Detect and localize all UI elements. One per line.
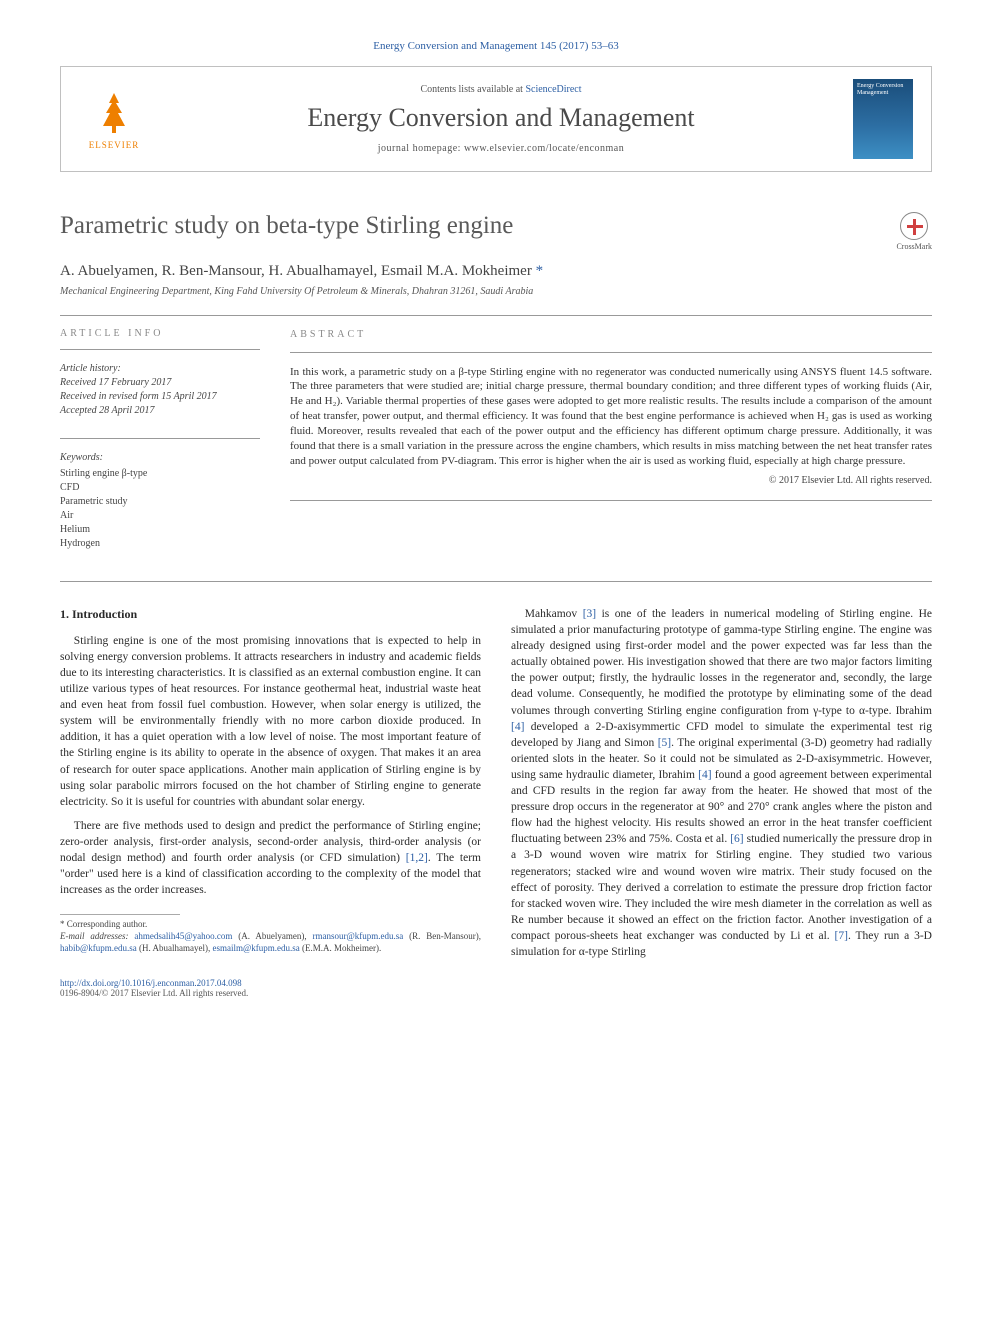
crossmark-label: CrossMark: [896, 242, 932, 251]
abstract-column: abstract In this work, a parametric stud…: [290, 328, 932, 551]
paragraph: Stirling engine is one of the most promi…: [60, 633, 481, 810]
citation-link[interactable]: [6]: [730, 833, 743, 845]
rights-line: 0196-8904/© 2017 Elsevier Ltd. All right…: [60, 988, 932, 998]
sciencedirect-link[interactable]: ScienceDirect: [525, 84, 581, 95]
keywords-head: Keywords:: [60, 451, 260, 465]
keyword: Hydrogen: [60, 537, 260, 551]
footnotes: * Corresponding author. E-mail addresses…: [60, 919, 481, 954]
homepage-prefix: journal homepage:: [378, 143, 464, 154]
contents-line: Contents lists available at ScienceDirec…: [169, 84, 833, 95]
corresponding-author-note: * Corresponding author.: [60, 919, 481, 931]
authors-line: A. Abuelyamen, R. Ben-Mansour, H. Abualh…: [60, 263, 932, 280]
publisher-logo: ELSEVIER: [79, 79, 149, 159]
journal-cover-thumbnail: Energy Conversion Management: [853, 79, 913, 159]
article-info-label: article info: [60, 328, 260, 339]
footnote-separator: [60, 914, 180, 915]
email-link[interactable]: habib@kfupm.edu.sa: [60, 943, 137, 953]
divider: [60, 349, 260, 350]
left-column: 1. Introduction Stirling engine is one o…: [60, 606, 481, 968]
abstract-label: abstract: [290, 328, 932, 342]
citation-link[interactable]: [1,2]: [406, 852, 428, 864]
cover-title: Energy Conversion Management: [857, 83, 909, 96]
section-heading: 1. Introduction: [60, 606, 481, 623]
accepted-date: Accepted 28 April 2017: [60, 404, 260, 418]
divider: [290, 500, 932, 501]
divider: [60, 581, 932, 582]
elsevier-tree-icon: [89, 88, 139, 138]
citation-link[interactable]: [4]: [511, 721, 524, 733]
text-run: (E.M.A. Mokheimer).: [300, 943, 381, 953]
corresponding-mark: *: [532, 263, 543, 279]
journal-reference: Energy Conversion and Management 145 (20…: [60, 40, 932, 52]
journal-name: Energy Conversion and Management: [169, 103, 833, 133]
email-link[interactable]: ahmedsalih45@yahoo.com: [134, 931, 232, 941]
citation-link[interactable]: [4]: [698, 769, 711, 781]
keyword: Stirling engine β-type: [60, 467, 260, 481]
journal-header: ELSEVIER Contents lists available at Sci…: [60, 66, 932, 172]
header-center: Contents lists available at ScienceDirec…: [169, 84, 833, 154]
abstract-copyright: © 2017 Elsevier Ltd. All rights reserved…: [290, 474, 932, 488]
history-head: Article history:: [60, 362, 260, 376]
divider: [60, 438, 260, 439]
revised-date: Received in revised form 15 April 2017: [60, 390, 260, 404]
text-run: (R. Ben-Mansour),: [403, 931, 481, 941]
paper-title: Parametric study on beta-type Stirling e…: [60, 212, 896, 240]
keyword: CFD: [60, 481, 260, 495]
paragraph: There are five methods used to design an…: [60, 818, 481, 898]
email-addresses: E-mail addresses: ahmedsalih45@yahoo.com…: [60, 931, 481, 954]
homepage-line: journal homepage: www.elsevier.com/locat…: [169, 143, 833, 154]
divider: [60, 315, 932, 316]
text-run: studied numerically the pressure drop in…: [511, 833, 932, 942]
text-run: (H. Abualhamayel),: [137, 943, 213, 953]
text-run: (A. Abuelyamen),: [232, 931, 312, 941]
citation-link[interactable]: [7]: [835, 930, 848, 942]
homepage-url[interactable]: www.elsevier.com/locate/enconman: [464, 143, 624, 154]
text-run: is one of the leaders in numerical model…: [511, 608, 932, 717]
text-run: Mahkamov: [525, 608, 583, 620]
divider: [290, 352, 932, 353]
contents-prefix: Contents lists available at: [420, 84, 525, 95]
email-link[interactable]: rmansour@kfupm.edu.sa: [312, 931, 403, 941]
citation-link[interactable]: [5]: [658, 737, 671, 749]
body-columns: 1. Introduction Stirling engine is one o…: [60, 606, 932, 968]
publisher-name: ELSEVIER: [89, 140, 140, 150]
email-link[interactable]: esmailm@kfupm.edu.sa: [213, 943, 300, 953]
keywords-block: Keywords: Stirling engine β-type CFD Par…: [60, 451, 260, 551]
article-history: Article history: Received 17 February 20…: [60, 362, 260, 418]
article-info-column: article info Article history: Received 1…: [60, 328, 260, 551]
keyword: Air: [60, 509, 260, 523]
keyword: Parametric study: [60, 495, 260, 509]
received-date: Received 17 February 2017: [60, 376, 260, 390]
authors-names: A. Abuelyamen, R. Ben-Mansour, H. Abualh…: [60, 263, 532, 279]
crossmark-badge[interactable]: CrossMark: [896, 212, 932, 251]
crossmark-icon: [900, 212, 928, 240]
paragraph: Mahkamov [3] is one of the leaders in nu…: [511, 606, 932, 960]
doi-link[interactable]: http://dx.doi.org/10.1016/j.enconman.201…: [60, 978, 932, 988]
abstract-text: In this work, a parametric study on a β-…: [290, 365, 932, 469]
citation-link[interactable]: [3]: [583, 608, 596, 620]
email-label: E-mail addresses:: [60, 931, 134, 941]
affiliation: Mechanical Engineering Department, King …: [60, 286, 932, 297]
right-column: Mahkamov [3] is one of the leaders in nu…: [511, 606, 932, 968]
keyword: Helium: [60, 523, 260, 537]
